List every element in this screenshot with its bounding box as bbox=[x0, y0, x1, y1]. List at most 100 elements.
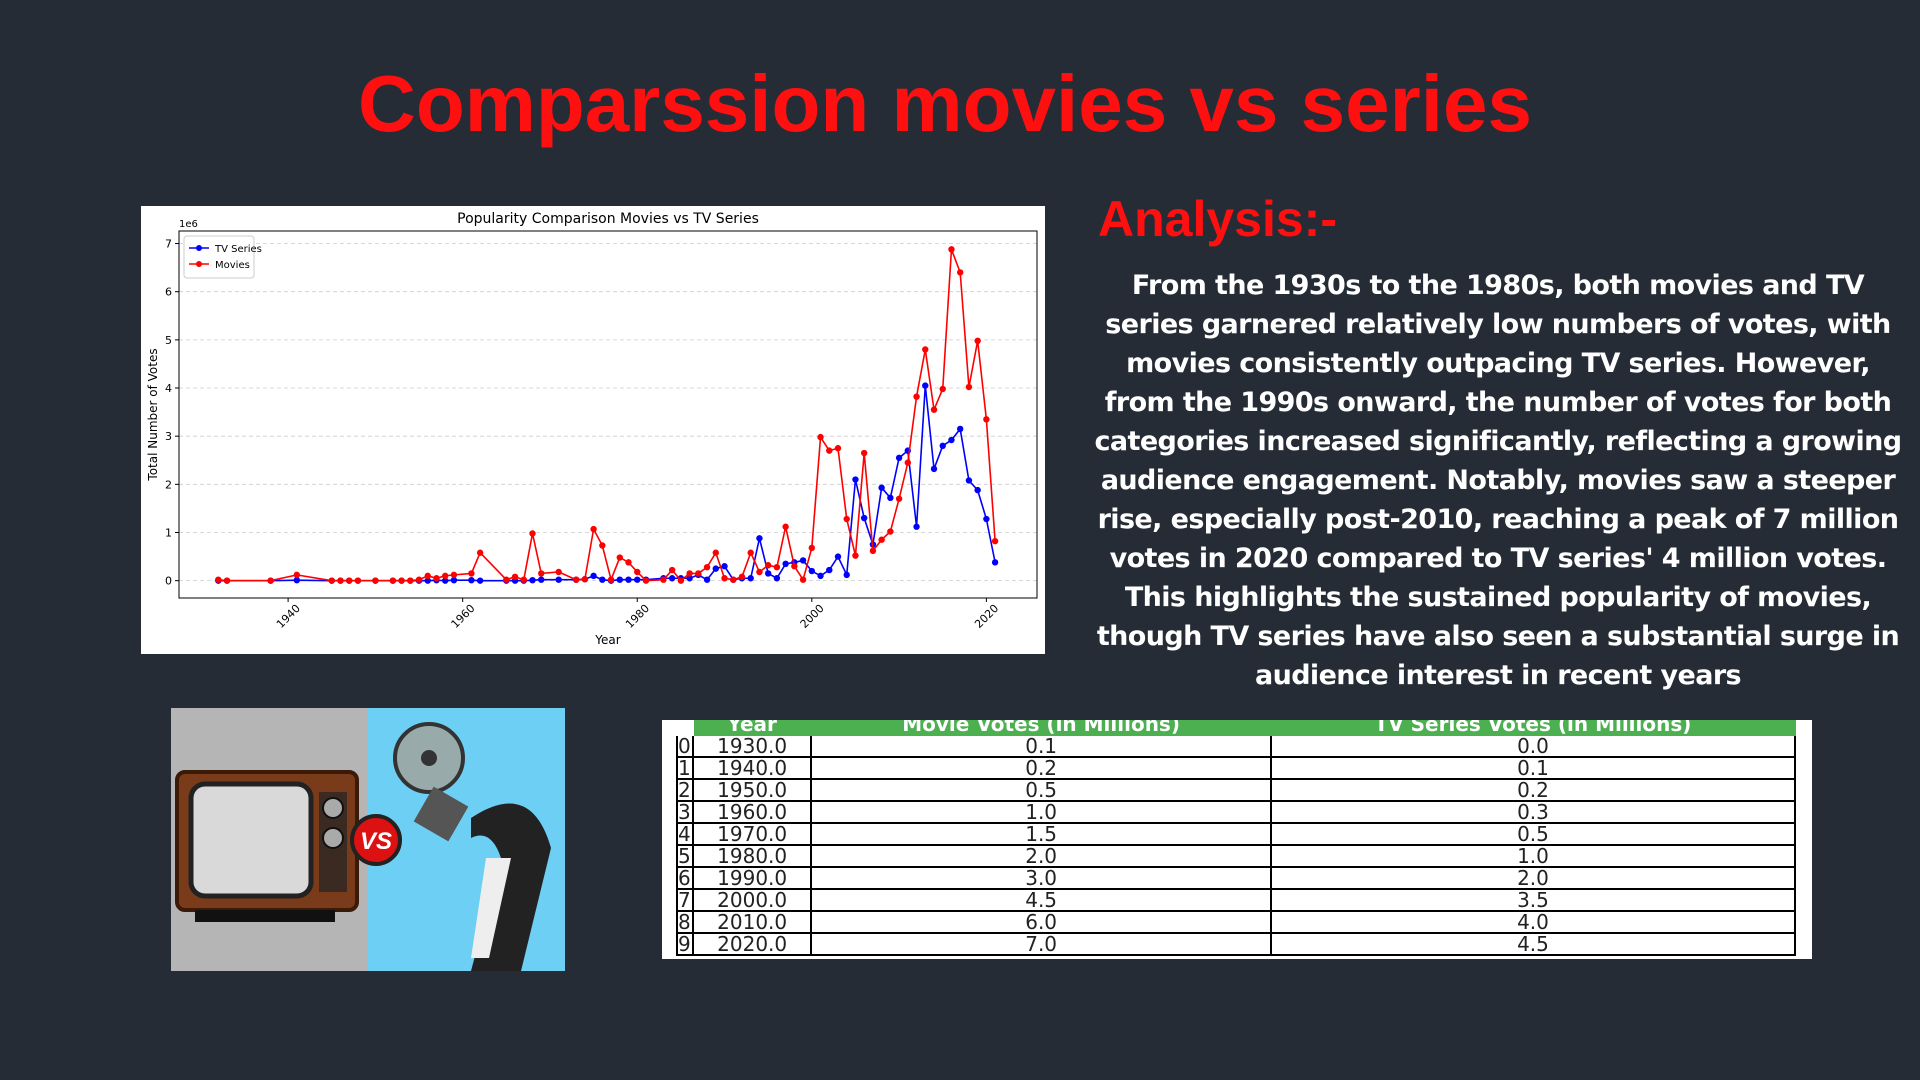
data-point bbox=[721, 575, 728, 582]
data-point bbox=[895, 454, 903, 462]
data-point bbox=[878, 536, 885, 543]
table-cell: 0.5 bbox=[810, 778, 1272, 802]
table-cell: 1 bbox=[676, 756, 694, 780]
data-point bbox=[607, 576, 615, 583]
data-point bbox=[948, 436, 955, 444]
x-axis-label: Year bbox=[594, 633, 620, 647]
data-point bbox=[346, 577, 353, 584]
data-point bbox=[337, 577, 344, 584]
data-point bbox=[948, 246, 955, 253]
data-point bbox=[764, 570, 772, 577]
data-point bbox=[860, 449, 868, 457]
data-point bbox=[599, 542, 606, 549]
table-row: 7 2000.0 4.5 3.5 bbox=[676, 888, 1797, 912]
table-cell: 7.0 bbox=[810, 932, 1272, 956]
data-point bbox=[983, 515, 990, 523]
data-point bbox=[442, 572, 449, 580]
data-point bbox=[730, 576, 737, 583]
data-point bbox=[529, 576, 536, 584]
data-point bbox=[738, 573, 746, 581]
data-point bbox=[826, 566, 833, 574]
table-cell: 9 bbox=[676, 932, 694, 956]
table-cell: 0.1 bbox=[1269, 756, 1797, 780]
plot-frame bbox=[178, 230, 1038, 599]
table-row: 6 1990.0 3.0 2.0 bbox=[676, 866, 1797, 890]
y-tick-label: 4 bbox=[165, 382, 172, 395]
column-header: Year bbox=[691, 720, 813, 736]
data-point bbox=[782, 560, 789, 568]
data-point bbox=[450, 576, 458, 584]
data-point bbox=[791, 563, 798, 570]
data-point bbox=[782, 523, 789, 530]
data-point bbox=[581, 576, 589, 583]
data-point bbox=[808, 567, 816, 575]
data-point bbox=[625, 576, 632, 583]
y-offset-label: 1e6 bbox=[179, 219, 198, 230]
series-line bbox=[218, 385, 996, 582]
table-cell: 0.2 bbox=[810, 756, 1272, 780]
data-point bbox=[354, 577, 362, 584]
table-row: 1 1940.0 0.2 0.1 bbox=[676, 756, 1797, 780]
data-point bbox=[991, 559, 999, 566]
data-point bbox=[590, 525, 597, 533]
data-point bbox=[817, 572, 824, 580]
table-cell: 3 bbox=[676, 800, 694, 824]
data-point bbox=[843, 515, 850, 523]
data-point bbox=[590, 572, 597, 580]
table-cell: 0.0 bbox=[1269, 734, 1797, 758]
y-tick-label: 1 bbox=[165, 526, 172, 539]
data-point bbox=[747, 575, 754, 582]
table-cell: 1940.0 bbox=[691, 756, 813, 780]
data-point bbox=[878, 484, 885, 491]
data-point bbox=[834, 445, 842, 452]
data-point bbox=[974, 486, 981, 494]
column-header: Movie Votes (in Millions) bbox=[810, 720, 1272, 736]
y-axis-label: Total Number of Votes bbox=[146, 348, 160, 481]
data-point bbox=[328, 577, 335, 584]
data-point bbox=[712, 549, 719, 556]
data-point bbox=[599, 576, 606, 583]
data-point bbox=[634, 568, 641, 576]
data-point bbox=[817, 433, 824, 441]
data-point bbox=[267, 577, 274, 584]
table-cell: 3.0 bbox=[810, 866, 1272, 890]
data-point bbox=[520, 576, 527, 583]
data-point bbox=[442, 577, 449, 584]
data-point bbox=[703, 576, 711, 583]
data-point bbox=[965, 477, 973, 484]
data-point bbox=[372, 577, 379, 584]
table-cell: 4.5 bbox=[810, 888, 1272, 912]
table-cell: 0.2 bbox=[1269, 778, 1797, 802]
data-point bbox=[625, 559, 632, 566]
x-tick-label: 2020 bbox=[972, 602, 1001, 631]
data-point bbox=[293, 576, 301, 584]
table-row: 0 1930.0 0.1 0.0 bbox=[676, 734, 1797, 758]
data-point bbox=[913, 523, 920, 530]
table-cell: 0.3 bbox=[1269, 800, 1797, 824]
data-point bbox=[407, 577, 414, 584]
data-point bbox=[415, 576, 423, 583]
data-point bbox=[555, 576, 562, 583]
data-point bbox=[677, 577, 685, 584]
tv-vs-film-image: VS bbox=[171, 708, 565, 971]
table-cell: 1990.0 bbox=[691, 866, 813, 890]
data-point bbox=[616, 576, 623, 583]
data-point bbox=[424, 577, 431, 584]
data-point bbox=[773, 575, 781, 582]
data-point bbox=[939, 442, 946, 450]
data-point bbox=[293, 571, 301, 579]
data-point bbox=[939, 385, 946, 393]
table-cell: 2 bbox=[676, 778, 694, 802]
table-row: 5 1980.0 2.0 1.0 bbox=[676, 844, 1797, 868]
column-header: TV Series Votes (in Millions) bbox=[1269, 720, 1797, 736]
data-point bbox=[398, 577, 405, 584]
data-point bbox=[843, 571, 850, 579]
table-cell: 1.0 bbox=[1269, 844, 1797, 868]
data-point bbox=[433, 575, 440, 582]
table-cell: 1930.0 bbox=[691, 734, 813, 758]
data-point bbox=[642, 577, 650, 584]
data-point bbox=[529, 530, 536, 537]
table-row: 3 1960.0 1.0 0.3 bbox=[676, 800, 1797, 824]
data-point bbox=[616, 554, 623, 561]
data-point bbox=[538, 570, 545, 577]
